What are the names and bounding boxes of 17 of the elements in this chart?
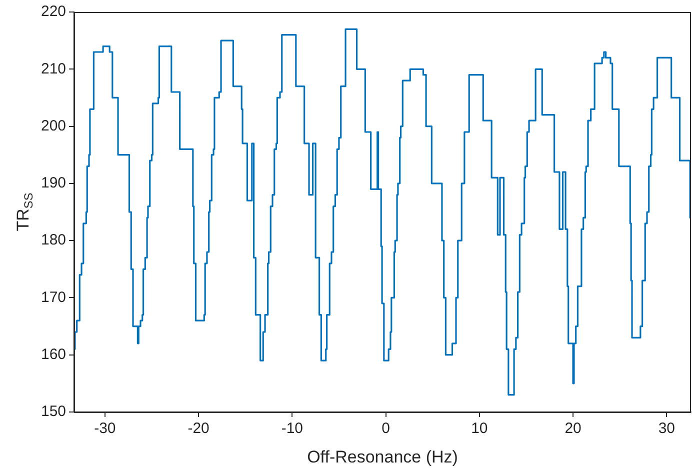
- y-axis-title: TRSS: [14, 192, 36, 232]
- x-tick-label: 10: [471, 420, 488, 438]
- x-tick-label: 30: [658, 420, 675, 438]
- x-tick-label: 0: [382, 420, 390, 438]
- y-tick-label: 180: [40, 232, 66, 249]
- x-tick-label: -10: [281, 420, 304, 438]
- x-tick-label: 20: [564, 420, 582, 438]
- y-tick-label: 220: [40, 3, 66, 20]
- x-tick-label: -30: [94, 420, 116, 438]
- x-axis-title: Off-Resonance (Hz): [307, 448, 458, 467]
- y-tick-label: 200: [40, 117, 66, 134]
- y-tick-label: 190: [40, 174, 66, 192]
- y-tick-label: 150: [40, 403, 66, 420]
- x-tick-label: -20: [188, 420, 210, 438]
- y-tick-label: 210: [40, 60, 66, 78]
- y-tick-label: 170: [40, 288, 66, 306]
- y-tick-label: 160: [40, 346, 66, 363]
